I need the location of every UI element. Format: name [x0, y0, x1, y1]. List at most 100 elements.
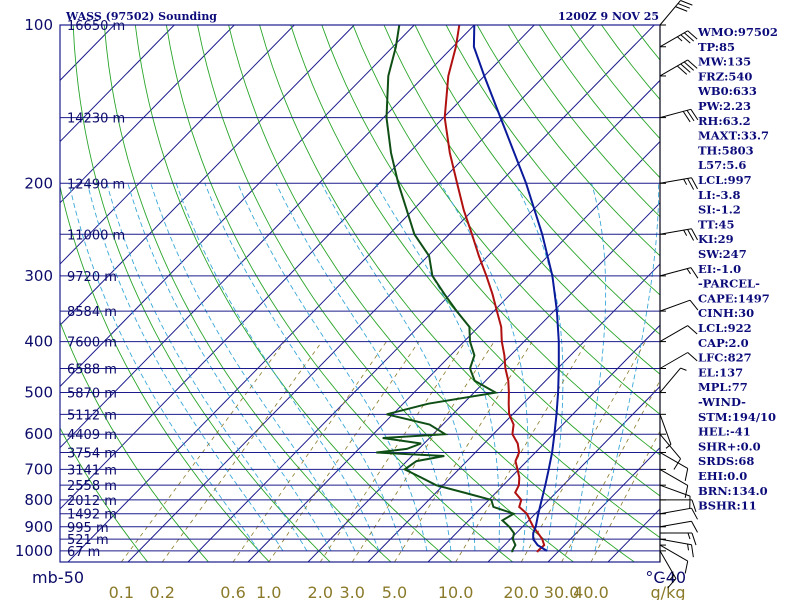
wind-barb [659, 538, 694, 558]
mixing-ratio-line [319, 341, 466, 562]
index-item: TT:45 [698, 217, 735, 231]
pressure-tick-label: 400 [24, 333, 53, 351]
wind-barb-full [687, 178, 695, 190]
index-item: SW:247 [698, 247, 747, 261]
wind-barb [659, 413, 672, 449]
mixing-ratio-tick-label: 3.0 [340, 583, 365, 600]
height-label: 14230 m [67, 112, 125, 127]
height-label: 9720 m [67, 270, 117, 285]
pressure-tick-label: 700 [24, 460, 53, 478]
wind-barb-full [676, 65, 688, 75]
isotherm-line [60, 25, 355, 326]
wind-barb-staff [659, 30, 688, 48]
index-item: EHI:0.0 [698, 469, 747, 483]
wind-barb-full [691, 521, 698, 533]
wind-barb-full [691, 532, 697, 546]
wind-barb-full [691, 499, 697, 513]
wind-barb [659, 267, 699, 279]
moist-adiabat [514, 183, 564, 551]
wind-barb-half [683, 229, 688, 236]
index-item: TH:5803 [698, 143, 754, 157]
pressure-tick-label: 100 [24, 16, 53, 34]
height-label: 6588 m [67, 362, 117, 377]
isotherm-line [60, 25, 175, 143]
index-item: BSHR:11 [698, 499, 757, 513]
dry-adiabat [165, 25, 513, 562]
pressure-tick-label: 600 [24, 425, 53, 443]
pressure-tick-label: 800 [24, 491, 53, 509]
isotherm-line [187, 79, 660, 562]
height-label: 7600 m [67, 336, 117, 351]
height-label: 3141 m [67, 463, 117, 478]
moist-adiabat [375, 183, 500, 551]
isotherm-line [67, 25, 595, 562]
height-label: 2558 m [67, 479, 117, 494]
wind-barb-full [690, 267, 699, 279]
temperature-tick-label: -40 [660, 568, 686, 587]
mixing-ratio-tick-label: 1.0 [256, 583, 281, 600]
sounding-time: 1200Z 9 NOV 25 [558, 10, 659, 23]
wind-barb [659, 352, 698, 369]
wind-barb [659, 30, 698, 48]
mixing-ratio-tick-label: 40.0 [573, 583, 609, 600]
thermo-grid [60, 25, 660, 562]
wind-barb-full [675, 6, 688, 12]
mixing-ratio-tick-label: 20.0 [503, 583, 539, 600]
mixing-ratio-tick-label: 10.0 [438, 583, 474, 600]
pressure-tick-label: 1000 [15, 542, 53, 560]
wind-barb-full [687, 229, 695, 241]
index-item: CINH:30 [698, 306, 754, 320]
wind-barb-full [683, 32, 695, 42]
mixing-ratio-tick-label: 5.0 [382, 583, 407, 600]
wind-barb [660, 532, 697, 546]
dry-adiabat [60, 184, 270, 562]
mixing-ratio-unit-label: g/kg [651, 583, 686, 600]
wind-barb-half [669, 574, 675, 581]
wind-barb-staff [659, 544, 688, 562]
moist-adiabat [570, 183, 607, 551]
dry-adiabat [476, 25, 660, 257]
mixing-ratio-tick-label: 0.1 [109, 583, 134, 600]
mixing-ratio-line [520, 341, 646, 562]
index-item: FRZ:540 [698, 69, 752, 83]
isotherm-line [60, 25, 235, 204]
wind-barb [659, 507, 698, 520]
moist-adiabat [321, 183, 476, 551]
wind-barb-full [691, 177, 698, 190]
pressure-tick-label: 200 [24, 174, 53, 192]
index-item: MAXT:33.7 [698, 129, 769, 143]
wind-barb-staff [659, 538, 692, 546]
wind-barbs [659, 0, 699, 589]
wind-barb-full [691, 228, 698, 241]
index-item: L57:5.6 [698, 158, 746, 172]
wind-barb [659, 367, 687, 394]
isotherm-line [247, 140, 660, 562]
dry-adiabat [228, 25, 635, 562]
wind-barb-half [676, 36, 683, 42]
height-label: 5870 m [67, 387, 117, 402]
wind-barb-staff [659, 0, 681, 26]
height-label: 1492 m [67, 508, 117, 523]
index-item: RH:63.2 [698, 114, 751, 128]
wind-barb-staff [659, 520, 692, 528]
wind-barb [659, 228, 698, 241]
wind-barb-full [686, 110, 695, 122]
wind-barb-full [677, 3, 690, 9]
wind-barb [659, 325, 698, 343]
axis-layer: 1002003004005006007008009001000mb-50-40-… [15, 16, 686, 600]
series-temperature [443, 25, 546, 553]
wind-barb-staff [659, 267, 692, 277]
wind-barb-full [673, 458, 681, 470]
index-item: LCL:997 [698, 173, 752, 187]
mixing-ratio-tick-label: 30.0 [544, 583, 580, 600]
height-label: 521 m [67, 533, 109, 548]
wind-barb-staff [659, 299, 691, 312]
index-item: WMO:97502 [697, 25, 778, 39]
wind-barb-staff [659, 484, 691, 497]
pressure-tick-label: 500 [24, 384, 53, 402]
wind-barb-staff [659, 367, 681, 393]
mixing-ratio-line [161, 341, 323, 562]
dry-adiabat [321, 25, 660, 456]
index-item: LCL:922 [698, 321, 752, 335]
